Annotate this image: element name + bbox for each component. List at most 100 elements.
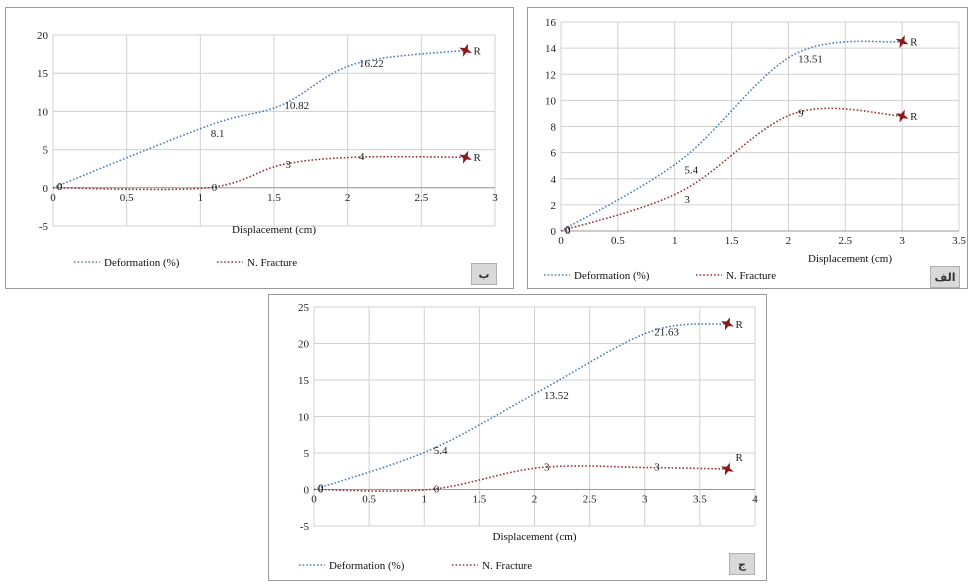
end-marker-star — [459, 43, 472, 57]
x-tick-label: 0 — [558, 235, 564, 247]
panel-label-badge-b: ب — [471, 263, 497, 285]
x-tick-label: 3.5 — [693, 494, 707, 506]
legend-label: Deformation (%) — [329, 560, 405, 572]
data-label: 9 — [798, 107, 804, 119]
y-tick-label: -5 — [39, 221, 49, 233]
data-label: R — [735, 452, 743, 464]
data-label: R — [474, 152, 482, 164]
x-tick-label: 3.5 — [952, 235, 966, 247]
data-label: R — [735, 319, 743, 331]
data-label: 10.82 — [284, 100, 309, 112]
x-tick-label: 1 — [422, 494, 428, 506]
data-label: 0 — [318, 484, 324, 496]
data-label: 13.51 — [798, 54, 823, 66]
legend-label: Deformation (%) — [104, 257, 180, 269]
y-tick-label: 15 — [298, 375, 310, 387]
y-tick-label: 10 — [298, 412, 310, 424]
x-axis-title: Displacement (cm) — [232, 224, 316, 236]
legend-label: Deformation (%) — [574, 270, 650, 282]
x-tick-label: 0.5 — [611, 235, 625, 247]
end-marker-star — [895, 109, 909, 123]
y-tick-label: 20 — [298, 339, 310, 351]
y-tick-label: 8 — [551, 122, 557, 134]
data-label: 4 — [359, 151, 365, 163]
chart-svg-b: 0 0.5 1 1.5 2 2.5 3 -5 0 5 10 15 20 Displacement (cm)… — [37, 30, 498, 269]
data-label: 21.63 — [654, 327, 679, 339]
x-tick-label: 2.5 — [583, 494, 597, 506]
x-tick-label: 0 — [311, 494, 317, 506]
data-label: 0 — [212, 182, 218, 194]
x-tick-label: 1.5 — [473, 494, 487, 506]
series-line-deformation — [313, 322, 728, 491]
end-marker-star — [895, 35, 909, 49]
y-tick-label: 15 — [37, 68, 49, 80]
y-tick-label: 4 — [551, 174, 557, 186]
y-tick-label: 14 — [545, 43, 557, 55]
series-line-fracture — [313, 465, 728, 492]
data-label: 13.52 — [544, 390, 569, 402]
gridlines-a — [560, 21, 960, 232]
data-label: 0 — [565, 224, 571, 236]
panel-label-badge-a: الف — [930, 266, 960, 288]
data-label: R — [474, 45, 482, 57]
y-tick-label: 20 — [37, 30, 49, 42]
x-axis-title: Displacement (cm) — [493, 531, 577, 543]
end-marker-star — [721, 462, 734, 476]
y-tick-label: 5 — [304, 448, 310, 460]
data-label: 5.4 — [684, 164, 698, 176]
y-tick-label: 10 — [37, 106, 49, 118]
x-tick-label: 0.5 — [120, 192, 134, 204]
series-line-fracture — [52, 155, 466, 191]
data-label: 5.4 — [434, 445, 448, 457]
y-tick-label: 10 — [545, 95, 557, 107]
legend-label: N. Fracture — [726, 270, 776, 282]
x-tick-label: 1 — [198, 192, 204, 204]
x-tick-label: 4 — [752, 494, 758, 506]
data-label: 3 — [285, 159, 291, 171]
data-label: R — [910, 111, 918, 123]
panel-label-badge-c: ج — [729, 553, 755, 575]
x-tick-label: 2.5 — [838, 235, 852, 247]
x-tick-label: 2 — [345, 192, 351, 204]
x-tick-label: 3 — [899, 235, 905, 247]
x-tick-label: 1 — [672, 235, 678, 247]
series-line-deformation — [52, 49, 466, 189]
y-tick-label: 5 — [43, 145, 49, 157]
y-tick-label: 2 — [551, 200, 557, 212]
chart-panel-c: 0 0.5 1 1.5 2 2.5 3 3.5 4 -5 0 5 10 15 20 25 Displacemen… — [268, 294, 767, 581]
x-tick-label: 0 — [50, 192, 56, 204]
x-tick-label: 1.5 — [725, 235, 739, 247]
x-tick-label: 3 — [492, 192, 498, 204]
y-tick-label: 0 — [551, 226, 557, 238]
chart-panel-b: 0 0.5 1 1.5 2 2.5 3 -5 0 5 10 15 20 Displacement (cm)… — [5, 7, 514, 289]
data-label: 3 — [544, 462, 550, 474]
y-tick-label: 6 — [551, 148, 557, 160]
data-label: 0 — [434, 484, 440, 496]
y-tick-label: 25 — [298, 302, 310, 314]
chart-svg-c: 0 0.5 1 1.5 2 2.5 3 3.5 4 -5 0 5 10 15 20 25 Displacemen… — [298, 302, 758, 572]
x-tick-label: 2 — [786, 235, 792, 247]
y-tick-label: 0 — [304, 485, 310, 497]
x-tick-label: 3 — [642, 494, 648, 506]
data-label: 0 — [318, 483, 324, 495]
y-tick-label: 12 — [545, 69, 556, 81]
data-label: 3 — [684, 194, 690, 206]
end-marker-star — [459, 150, 472, 164]
end-marker-star — [721, 317, 734, 331]
x-tick-label: 2 — [532, 494, 538, 506]
y-tick-label: 16 — [545, 17, 557, 29]
data-label: 16.22 — [359, 58, 384, 70]
data-label: 8.1 — [211, 128, 225, 140]
y-tick-label: 0 — [43, 183, 49, 195]
legend-label: N. Fracture — [482, 560, 532, 572]
x-axis-title: Displacement (cm) — [808, 253, 892, 265]
x-tick-label: 0.5 — [362, 494, 376, 506]
data-label: 0 — [57, 181, 63, 193]
chart-panel-a: 0 0.5 1 1.5 2 2.5 3 3.5 0 2 4 6 8 10 12 14 16 Displacemen… — [527, 7, 968, 289]
series-line-fracture — [560, 107, 903, 232]
data-label: 0 — [565, 225, 571, 237]
chart-svg-a: 0 0.5 1 1.5 2 2.5 3 3.5 0 2 4 6 8 10 12 14 16 Displacemen… — [544, 17, 966, 282]
data-label: 3 — [654, 462, 660, 474]
legend-label: N. Fracture — [247, 257, 297, 269]
x-tick-label: 2.5 — [414, 192, 428, 204]
